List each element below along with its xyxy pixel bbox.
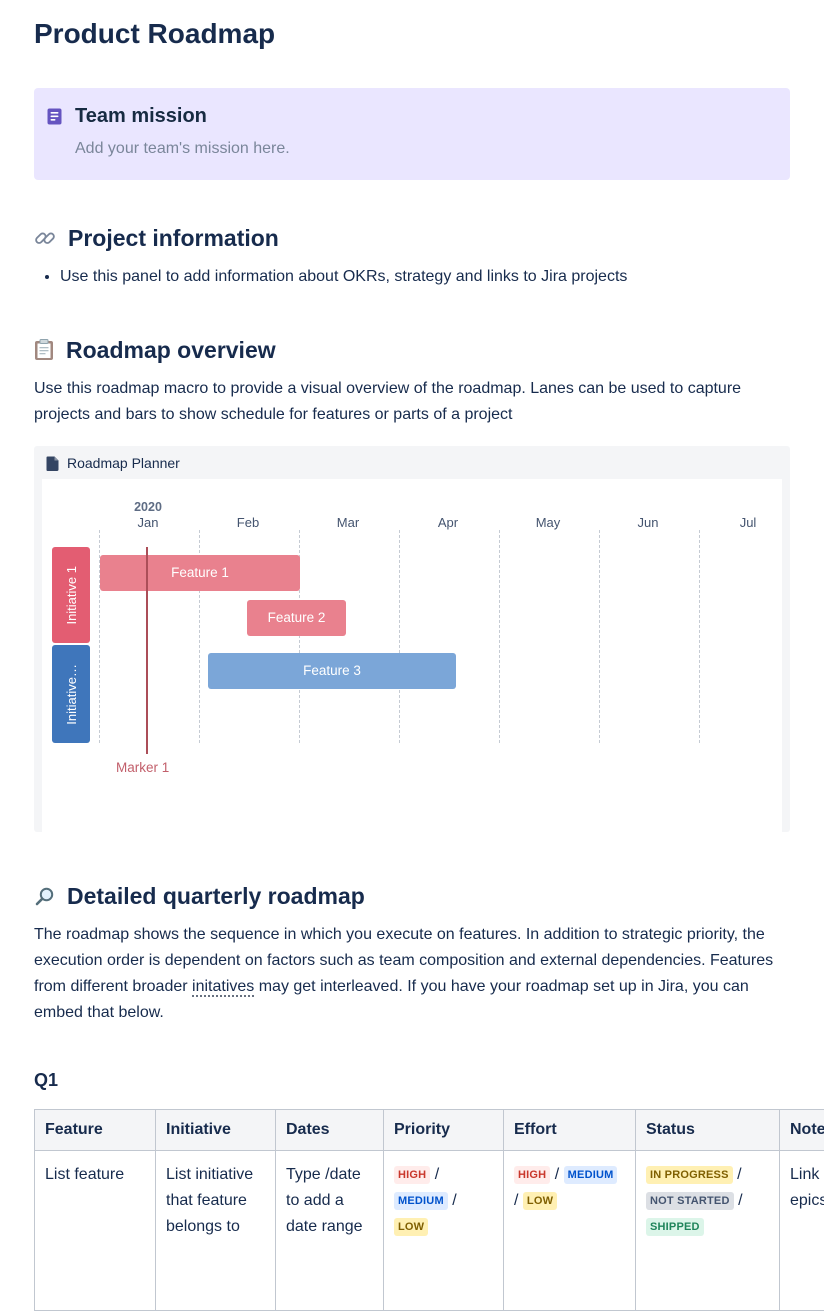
- cell-dates[interactable]: Type /date to add a date range: [276, 1151, 384, 1311]
- detailed-roadmap-title: Detailed quarterly roadmap: [67, 882, 365, 910]
- roadmap-overview-description: Use this roadmap macro to provide a visu…: [34, 376, 790, 428]
- link-icon: [34, 227, 56, 249]
- cell-feature[interactable]: List feature: [35, 1151, 156, 1311]
- magnifier-icon: [34, 886, 55, 907]
- macro-title: Roadmap Planner: [67, 455, 180, 471]
- month-label: Jan: [118, 515, 178, 530]
- roadmap-timeline: 2020 Jan Feb Mar Apr May Jun Jul Initiat…: [42, 479, 782, 832]
- status-in-progress-badge: IN PROGRESS: [646, 1166, 733, 1184]
- roadmap-bar-feature-3[interactable]: Feature 3: [208, 653, 456, 689]
- month-gridline: [599, 530, 600, 743]
- project-information-bullet: Use this panel to add information about …: [60, 264, 790, 290]
- cell-initiative[interactable]: List initiative that feature belongs to: [156, 1151, 276, 1311]
- header-effort: Effort: [504, 1110, 636, 1151]
- roadmap-overview-title: Roadmap overview: [66, 336, 276, 364]
- timeline-marker-label: Marker 1: [116, 760, 169, 775]
- table-header-row: Feature Initiative Dates Priority Effort…: [35, 1110, 824, 1151]
- separator: /: [452, 1192, 456, 1209]
- roadmap-bar-feature-2[interactable]: Feature 2: [247, 600, 346, 636]
- team-mission-panel: Team mission Add your team's mission her…: [34, 88, 790, 180]
- status-not-started-badge: NOT STARTED: [646, 1192, 734, 1210]
- header-feature: Feature: [35, 1110, 156, 1151]
- table-row: List feature List initiative that featur…: [35, 1151, 824, 1311]
- quarter-heading: Q1: [34, 1070, 790, 1091]
- month-label: Apr: [418, 515, 478, 530]
- month-label: Mar: [318, 515, 378, 530]
- project-information-list: Use this panel to add information about …: [34, 264, 790, 290]
- month-gridline: [499, 530, 500, 743]
- page-content: Product Roadmap Team mission Add your te…: [0, 16, 824, 1311]
- team-mission-title: Team mission: [75, 105, 207, 128]
- cell-effort[interactable]: HIGH / MEDIUM / LOW: [504, 1151, 636, 1311]
- header-notes: Notes: [780, 1110, 824, 1151]
- roadmap-overview-heading: Roadmap overview: [34, 336, 790, 364]
- project-information-heading: Project information: [34, 224, 790, 252]
- month-label: May: [518, 515, 578, 530]
- priority-medium-badge: MEDIUM: [394, 1192, 448, 1210]
- separator: /: [555, 1166, 559, 1183]
- month-label: Jul: [718, 515, 778, 530]
- separator: /: [738, 1192, 742, 1209]
- month-gridline: [699, 530, 700, 743]
- lane-initiative-1[interactable]: Initiative 1: [52, 547, 90, 643]
- roadmap-planner-macro[interactable]: Roadmap Planner 2020 Jan Feb Mar Apr May…: [34, 446, 790, 832]
- document-icon: [46, 456, 59, 471]
- month-gridline: [399, 530, 400, 743]
- separator: /: [435, 1166, 439, 1183]
- effort-medium-badge: MEDIUM: [564, 1166, 618, 1184]
- cell-status[interactable]: IN PROGRESS / NOT STARTED / SHIPPED: [636, 1151, 780, 1311]
- timeline-marker-line[interactable]: [146, 547, 148, 754]
- header-status: Status: [636, 1110, 780, 1151]
- clipboard-icon: [34, 339, 54, 361]
- separator: /: [737, 1166, 741, 1183]
- roadmap-bar-feature-1[interactable]: Feature 1: [100, 555, 300, 591]
- header-priority: Priority: [384, 1110, 504, 1151]
- team-mission-placeholder: Add your team's mission here.: [75, 137, 774, 161]
- project-information-title: Project information: [68, 224, 279, 252]
- cell-notes[interactable]: Link pages epics: [780, 1151, 824, 1311]
- timeline-year: 2020: [128, 500, 168, 514]
- effort-high-badge: HIGH: [514, 1166, 550, 1184]
- note-icon: [47, 108, 62, 125]
- month-label: Jun: [618, 515, 678, 530]
- detailed-roadmap-description: The roadmap shows the sequence in which …: [34, 922, 790, 1026]
- cell-priority[interactable]: HIGH / MEDIUM / LOW: [384, 1151, 504, 1311]
- header-initiative: Initiative: [156, 1110, 276, 1151]
- month-label: Feb: [218, 515, 278, 530]
- misspelled-word: initatives: [192, 978, 254, 997]
- priority-low-badge: LOW: [394, 1218, 428, 1236]
- separator: /: [514, 1192, 518, 1209]
- priority-high-badge: HIGH: [394, 1166, 430, 1184]
- effort-low-badge: LOW: [523, 1192, 557, 1210]
- page-title: Product Roadmap: [34, 16, 790, 52]
- lane-initiative-2[interactable]: Initiative…: [52, 645, 90, 743]
- q1-roadmap-table: Feature Initiative Dates Priority Effort…: [34, 1109, 824, 1311]
- detailed-roadmap-heading: Detailed quarterly roadmap: [34, 882, 790, 910]
- header-dates: Dates: [276, 1110, 384, 1151]
- status-shipped-badge: SHIPPED: [646, 1218, 704, 1236]
